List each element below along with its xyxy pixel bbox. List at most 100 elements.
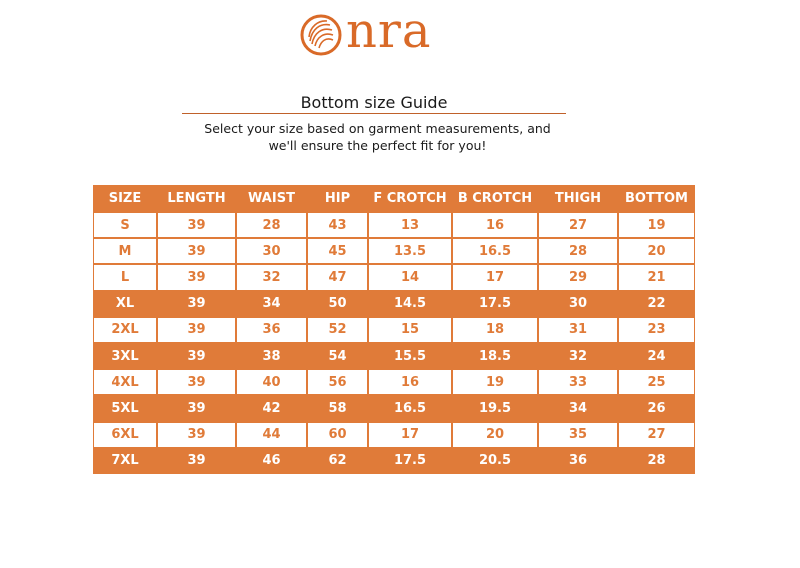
column-header: HIP xyxy=(307,185,368,212)
measurement-cell: 15 xyxy=(368,316,452,343)
measurement-cell: 33 xyxy=(538,369,618,396)
measurement-cell: 17 xyxy=(452,264,538,291)
measurement-cell: 16 xyxy=(452,212,538,239)
measurement-cell: 50 xyxy=(307,290,368,317)
measurement-cell: 16.5 xyxy=(368,395,452,422)
measurement-cell: 19 xyxy=(452,369,538,396)
measurement-cell: 30 xyxy=(236,238,307,265)
measurement-cell: 35 xyxy=(538,421,618,448)
measurement-cell: 42 xyxy=(236,395,307,422)
measurement-cell: 39 xyxy=(157,342,236,370)
measurement-cell: 34 xyxy=(236,290,307,317)
size-cell: 5XL xyxy=(93,395,157,422)
table-row: XL 39 34 50 14.5 17.5 30 22 xyxy=(93,290,695,317)
measurement-cell: 28 xyxy=(618,447,695,474)
brand-name: nra xyxy=(346,3,432,59)
measurement-cell: 20 xyxy=(618,238,695,265)
measurement-cell: 28 xyxy=(236,212,307,239)
measurement-cell: 39 xyxy=(157,447,236,474)
measurement-cell: 38 xyxy=(236,342,307,370)
measurement-cell: 17 xyxy=(368,421,452,448)
measurement-cell: 15.5 xyxy=(368,342,452,370)
measurement-cell: 18.5 xyxy=(452,342,538,370)
column-header: F CROTCH xyxy=(368,185,452,212)
measurement-cell: 17.5 xyxy=(368,447,452,474)
measurement-cell: 14 xyxy=(368,264,452,291)
measurement-cell: 39 xyxy=(157,238,236,265)
measurement-cell: 56 xyxy=(307,369,368,396)
size-cell: XL xyxy=(93,290,157,317)
table-row: 6XL 39 44 60 17 20 35 27 xyxy=(93,421,695,448)
table-row: M 39 30 45 13.5 16.5 28 20 xyxy=(93,238,695,265)
measurement-cell: 22 xyxy=(618,290,695,317)
size-cell: 7XL xyxy=(93,447,157,474)
measurement-cell: 20.5 xyxy=(452,447,538,474)
size-cell: 3XL xyxy=(93,342,157,370)
measurement-cell: 16.5 xyxy=(452,238,538,265)
column-header: BOTTOM xyxy=(618,185,695,212)
measurement-cell: 14.5 xyxy=(368,290,452,317)
measurement-cell: 44 xyxy=(236,421,307,448)
measurement-cell: 39 xyxy=(157,316,236,343)
column-header: THIGH xyxy=(538,185,618,212)
measurement-cell: 13.5 xyxy=(368,238,452,265)
measurement-cell: 17.5 xyxy=(452,290,538,317)
measurement-cell: 16 xyxy=(368,369,452,396)
measurement-cell: 36 xyxy=(538,447,618,474)
table-row: 5XL 39 42 58 16.5 19.5 34 26 xyxy=(93,395,695,422)
measurement-cell: 23 xyxy=(618,316,695,343)
measurement-cell: 29 xyxy=(538,264,618,291)
measurement-cell: 39 xyxy=(157,212,236,239)
measurement-cell: 39 xyxy=(157,369,236,396)
measurement-cell: 27 xyxy=(618,421,695,448)
measurement-cell: 39 xyxy=(157,395,236,422)
size-table: SIZE LENGTH WAIST HIP F CROTCH B CROTCH THIGH B… xyxy=(93,185,695,474)
measurement-cell: 32 xyxy=(538,342,618,370)
column-header: SIZE xyxy=(93,185,157,212)
shell-o-icon xyxy=(300,14,342,56)
measurement-cell: 18 xyxy=(452,316,538,343)
measurement-cell: 58 xyxy=(307,395,368,422)
table-row: 3XL 39 38 54 15.5 18.5 32 24 xyxy=(93,342,695,370)
measurement-cell: 60 xyxy=(307,421,368,448)
measurement-cell: 31 xyxy=(538,316,618,343)
measurement-cell: 40 xyxy=(236,369,307,396)
measurement-cell: 62 xyxy=(307,447,368,474)
column-header: B CROTCH xyxy=(452,185,538,212)
size-cell: S xyxy=(93,212,157,239)
measurement-cell: 43 xyxy=(307,212,368,239)
measurement-cell: 24 xyxy=(618,342,695,370)
measurement-cell: 47 xyxy=(307,264,368,291)
measurement-cell: 19 xyxy=(618,212,695,239)
table-row: S 39 28 43 13 16 27 19 xyxy=(93,212,695,239)
size-cell: 6XL xyxy=(93,421,157,448)
table-header-row: SIZE LENGTH WAIST HIP F CROTCH B CROTCH THIGH B… xyxy=(93,185,695,212)
size-cell: 4XL xyxy=(93,369,157,396)
measurement-cell: 46 xyxy=(236,447,307,474)
measurement-cell: 45 xyxy=(307,238,368,265)
measurement-cell: 28 xyxy=(538,238,618,265)
measurement-cell: 26 xyxy=(618,395,695,422)
size-chart: SIZE LENGTH WAIST HIP F CROTCH B CROTCH THIGH B… xyxy=(93,185,695,474)
size-cell: M xyxy=(93,238,157,265)
measurement-cell: 34 xyxy=(538,395,618,422)
table-row: L 39 32 47 14 17 29 21 xyxy=(93,264,695,291)
column-header: WAIST xyxy=(236,185,307,212)
table-row: 2XL 39 36 52 15 18 31 23 xyxy=(93,316,695,343)
measurement-cell: 13 xyxy=(368,212,452,239)
size-cell: L xyxy=(93,264,157,291)
measurement-cell: 39 xyxy=(157,421,236,448)
measurement-cell: 27 xyxy=(538,212,618,239)
measurement-cell: 19.5 xyxy=(452,395,538,422)
measurement-cell: 20 xyxy=(452,421,538,448)
measurement-cell: 39 xyxy=(157,264,236,291)
measurement-cell: 32 xyxy=(236,264,307,291)
page-subtitle: Select your size based on garment measur… xyxy=(204,121,551,153)
table-row: 4XL 39 40 56 16 19 33 25 xyxy=(93,369,695,396)
title-divider xyxy=(182,113,566,114)
page-title: Bottom size Guide xyxy=(300,93,448,112)
measurement-cell: 21 xyxy=(618,264,695,291)
measurement-cell: 36 xyxy=(236,316,307,343)
measurement-cell: 39 xyxy=(157,290,236,317)
brand-logo: nra xyxy=(298,3,458,60)
